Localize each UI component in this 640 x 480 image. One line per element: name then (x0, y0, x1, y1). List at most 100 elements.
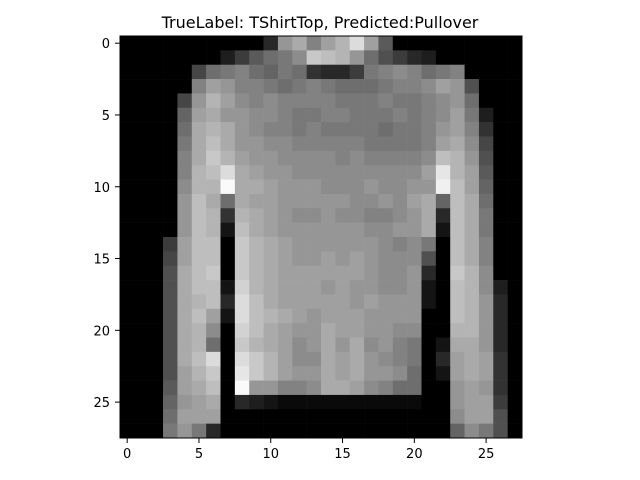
heatmap-cell (450, 107, 465, 123)
heatmap-cell (120, 79, 135, 94)
heatmap-cell (263, 107, 279, 123)
heatmap-cell (191, 36, 207, 51)
heatmap-cell (206, 423, 221, 439)
heatmap-cell (249, 36, 264, 51)
heatmap-cell (206, 366, 221, 381)
heatmap-cell (263, 409, 279, 424)
heatmap-cell (177, 222, 193, 238)
heatmap-cell (335, 79, 351, 94)
heatmap-cell (306, 323, 322, 338)
heatmap-cell (163, 237, 178, 252)
x-tick-label: 10 (262, 447, 279, 462)
heatmap-cell (507, 380, 523, 396)
heatmap-cell (464, 265, 480, 281)
heatmap-cell (306, 165, 322, 180)
heatmap-cell (421, 36, 437, 51)
heatmap-cell (407, 93, 422, 109)
heatmap-cell (234, 394, 250, 410)
heatmap-cell (507, 337, 523, 353)
heatmap-cell (478, 251, 494, 267)
heatmap-cell (134, 165, 150, 180)
heatmap-cell (191, 150, 207, 166)
heatmap-cell (277, 265, 293, 281)
heatmap-cell (249, 93, 264, 109)
heatmap-cell (321, 222, 336, 238)
heatmap-cell (177, 380, 193, 396)
heatmap-cell (277, 337, 293, 353)
heatmap-cell (220, 409, 236, 424)
heatmap-cell (220, 251, 236, 267)
heatmap-cell (450, 409, 465, 424)
heatmap-cell (134, 423, 150, 439)
heatmap-cell (450, 36, 465, 51)
heatmap-cell (507, 50, 523, 66)
heatmap-cell (163, 208, 178, 223)
heatmap-cell (163, 265, 178, 281)
heatmap-cell (191, 193, 207, 209)
heatmap-cell (148, 136, 164, 152)
heatmap-cell (191, 179, 207, 195)
heatmap-cell (277, 36, 293, 51)
heatmap-cell (249, 150, 264, 166)
heatmap-cell (220, 107, 236, 123)
heatmap-cell (177, 423, 193, 439)
heatmap-cell (349, 323, 365, 338)
heatmap-cell (134, 150, 150, 166)
heatmap-cell (206, 208, 221, 223)
heatmap-cell (450, 222, 465, 238)
heatmap-cell (464, 337, 480, 353)
heatmap-cell (277, 423, 293, 439)
heatmap-cell (134, 265, 150, 281)
heatmap-cell (220, 265, 236, 281)
heatmap-cell (234, 337, 250, 353)
heatmap-cell (450, 79, 465, 94)
heatmap-cell (335, 150, 351, 166)
heatmap-cell (120, 423, 135, 439)
heatmap-cell (349, 337, 365, 353)
heatmap-cell (263, 79, 279, 94)
heatmap-cell (349, 36, 365, 51)
heatmap-cell (206, 79, 221, 94)
heatmap-cell (321, 50, 336, 66)
heatmap-cell (292, 208, 307, 223)
heatmap-cell (493, 337, 508, 353)
heatmap-cell (464, 79, 480, 94)
heatmap-cell (249, 122, 264, 137)
heatmap-cell (392, 179, 408, 195)
heatmap-cell (335, 409, 351, 424)
heatmap-cell (191, 50, 207, 66)
heatmap-cell (277, 122, 293, 137)
heatmap-cell (163, 93, 178, 109)
heatmap-cell (407, 107, 422, 123)
heatmap-cell (407, 337, 422, 353)
heatmap-cell (234, 79, 250, 94)
heatmap-cell (435, 208, 451, 223)
heatmap-cell (464, 380, 480, 396)
heatmap-cell (321, 337, 336, 353)
heatmap-cell (421, 237, 437, 252)
heatmap-cell (378, 308, 394, 324)
heatmap-cell (206, 64, 221, 80)
heatmap-cell (148, 79, 164, 94)
heatmap-cell (392, 50, 408, 66)
heatmap-cell (263, 179, 279, 195)
heatmap-cell (120, 36, 135, 51)
heatmap-cell (191, 409, 207, 424)
heatmap-cell (450, 237, 465, 252)
heatmap-cell (191, 222, 207, 238)
heatmap-cell (277, 308, 293, 324)
heatmap-cell (392, 122, 408, 137)
heatmap-cell (263, 222, 279, 238)
heatmap-cell (392, 222, 408, 238)
heatmap-cell (407, 50, 422, 66)
heatmap-cell (220, 93, 236, 109)
heatmap-cell (148, 179, 164, 195)
heatmap-cell (277, 222, 293, 238)
heatmap-cell (464, 251, 480, 267)
heatmap-cell (435, 323, 451, 338)
heatmap-cell (220, 294, 236, 310)
heatmap-cell (234, 409, 250, 424)
heatmap-cell (177, 308, 193, 324)
heatmap-cell (407, 423, 422, 439)
heatmap-cell (435, 179, 451, 195)
